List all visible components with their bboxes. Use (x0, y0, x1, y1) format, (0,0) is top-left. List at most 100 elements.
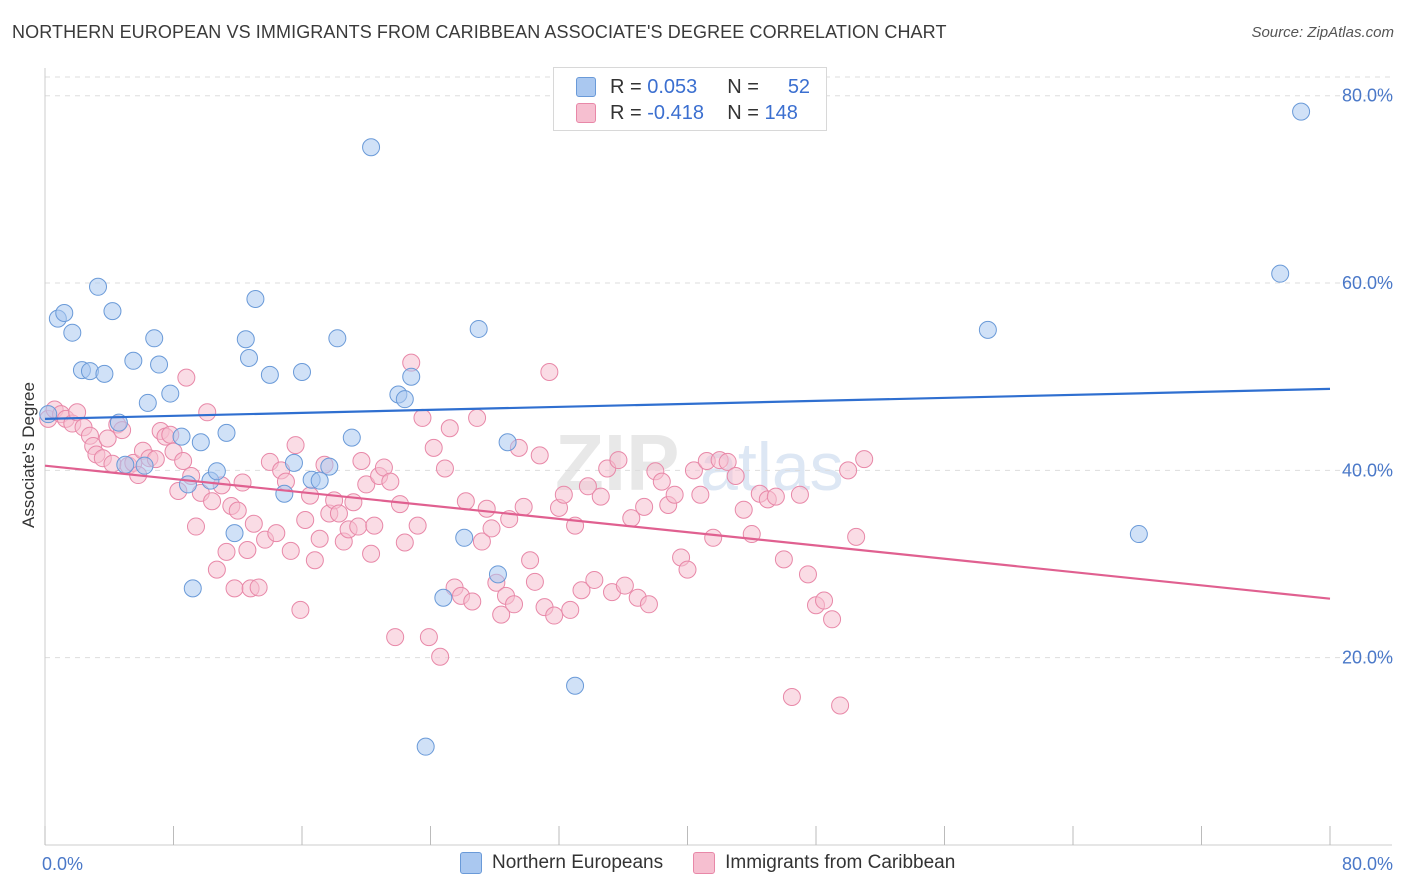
northern-european-point (178, 475, 197, 494)
northern-european-point (284, 453, 303, 472)
caribbean-point (98, 429, 117, 448)
caribbean-point (228, 501, 247, 520)
northern-european-point (246, 289, 265, 308)
y-tick-labels: 20.0% 40.0% 60.0% 80.0% (1342, 86, 1393, 668)
caribbean-point (554, 485, 573, 504)
northern-european-point (95, 364, 114, 383)
northern-european-point (207, 462, 226, 481)
caribbean-point (233, 473, 252, 492)
bottom-legend-item-caribbean[interactable]: Immigrants from Caribbean (693, 852, 955, 874)
caribbean-point (815, 591, 834, 610)
northern-european-point (362, 138, 381, 157)
northern-european-point (135, 456, 154, 475)
bottom-legend-label: Immigrants from Caribbean (725, 852, 956, 873)
northern-european-point (488, 565, 507, 584)
caribbean-point (665, 485, 684, 504)
northern-european-point (236, 330, 255, 349)
y-tick-label: 20.0% (1342, 648, 1393, 668)
legend-swatch-blue (460, 852, 482, 874)
northern-european-point (1129, 525, 1148, 544)
trend-line-northern-europeans (44, 387, 1331, 420)
caribbean-point (572, 581, 591, 600)
legend-r-label: R = (610, 101, 642, 124)
northern-european-point (1292, 102, 1311, 121)
legend-r-value: -0.418 (647, 101, 704, 124)
caribbean-point (440, 419, 459, 438)
caribbean-point (365, 516, 384, 535)
caribbean-point (684, 461, 703, 480)
legend-swatch-pink (693, 852, 716, 874)
caribbean-point (766, 487, 785, 506)
northern-european-point (109, 413, 128, 432)
northern-european-point (225, 524, 244, 543)
caribbean-point (561, 600, 580, 619)
source-label: Source: ZipAtlas.com (1251, 24, 1394, 41)
caribbean-point (635, 497, 654, 516)
northern-european-point (63, 323, 82, 342)
northern-european-point (293, 363, 311, 382)
legend-r-value: 0.053 (647, 75, 698, 98)
caribbean-point (395, 533, 414, 552)
caribbean-point (482, 519, 501, 538)
northern-european-point (150, 355, 169, 374)
northern-european-point (395, 390, 414, 409)
northern-european-point (191, 433, 210, 452)
legend-r-label: R = (610, 75, 642, 98)
caribbean-point (386, 628, 405, 647)
caribbean-point (174, 452, 193, 470)
caribbean-point (435, 459, 454, 478)
northern-european-point (55, 304, 74, 323)
caribbean-point (468, 408, 487, 427)
caribbean-point (472, 532, 491, 551)
northern-european-point (416, 737, 435, 756)
caribbean-point (310, 529, 329, 548)
northern-european-point (161, 384, 180, 403)
caribbean-point (691, 485, 710, 504)
caribbean-point (281, 541, 300, 560)
caribbean-point (831, 696, 850, 715)
caribbean-point (855, 450, 874, 469)
caribbean-point (525, 572, 544, 591)
y-tick-label: 40.0% (1342, 460, 1393, 480)
caribbean-point (177, 368, 196, 387)
northern-european-point (328, 329, 347, 348)
x-tick-label: 0.0% (42, 854, 83, 874)
caribbean-point (186, 517, 205, 536)
caribbean-point (492, 605, 511, 624)
legend-row-caribbean: R = -0.418 N = 148 (576, 101, 805, 125)
northern-european-point (469, 319, 488, 338)
bottom-legend-item-northern-europeans[interactable]: Northern Europeans (460, 852, 663, 874)
caribbean-point (456, 492, 475, 511)
caribbean-point (207, 560, 226, 579)
caribbean-point (847, 527, 866, 546)
y-tick-label: 60.0% (1342, 273, 1393, 293)
caribbean-point (329, 504, 348, 523)
caribbean-point (678, 560, 697, 579)
legend-swatch-blue (576, 77, 596, 97)
y-tick-label: 80.0% (1342, 86, 1393, 106)
caribbean-point (352, 452, 371, 470)
caribbean-point (615, 576, 634, 595)
northern-european-point (275, 484, 294, 503)
northern-european-point (455, 528, 474, 547)
caribbean-point (505, 595, 524, 614)
northern-european-point (116, 455, 135, 474)
caribbean-point (704, 528, 723, 547)
northern-european-point (124, 351, 143, 370)
northern-european-point (1271, 264, 1290, 283)
caribbean-point (198, 403, 217, 422)
caribbean-point (798, 565, 817, 584)
axes (44, 68, 1392, 846)
northern-european-point (217, 423, 236, 442)
caribbean-point (782, 688, 801, 707)
caribbean-point (578, 477, 597, 496)
x-tick-label: 80.0% (1342, 854, 1393, 874)
trend-lines (44, 387, 1331, 600)
bottom-legend-label: Northern Europeans (492, 852, 664, 873)
caribbean-point (734, 500, 753, 519)
caribbean-point (305, 551, 324, 570)
caribbean-point (244, 514, 263, 533)
northern-european-point (342, 428, 361, 447)
caribbean-point (217, 542, 236, 561)
